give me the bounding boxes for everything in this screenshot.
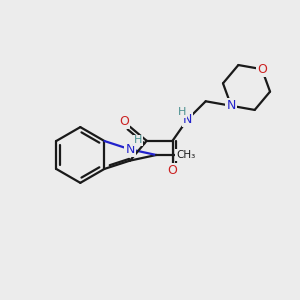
- Text: N: N: [125, 143, 135, 156]
- Text: H: H: [134, 135, 142, 146]
- Text: O: O: [119, 115, 129, 128]
- Text: O: O: [168, 164, 178, 177]
- Text: O: O: [257, 63, 267, 76]
- Text: N: N: [226, 99, 236, 112]
- Text: H: H: [178, 106, 187, 117]
- Text: N: N: [183, 113, 192, 126]
- Text: N: N: [226, 99, 236, 112]
- Text: CH₃: CH₃: [176, 150, 195, 160]
